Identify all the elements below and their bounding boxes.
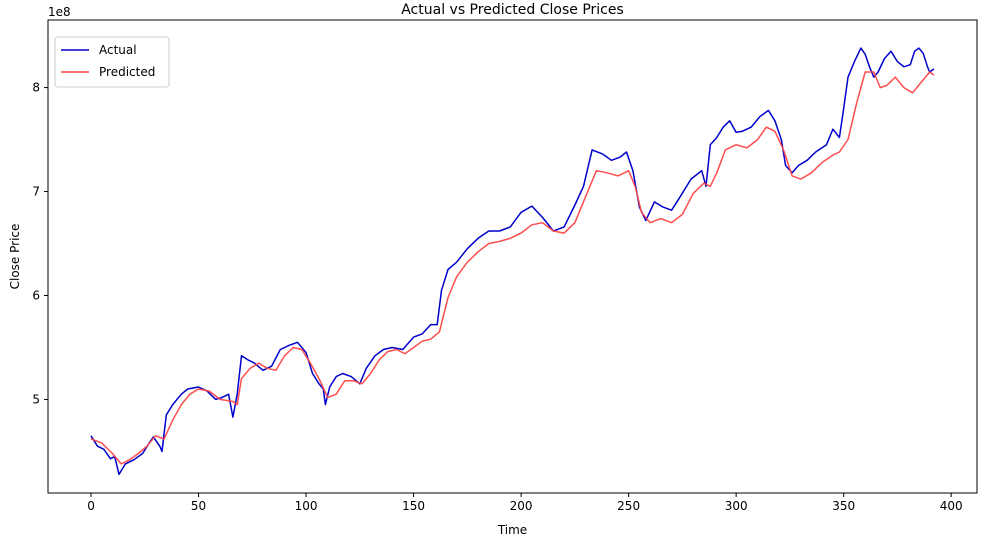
y-axis-offset-label: 1e8 — [48, 5, 71, 19]
series-line-predicted — [90, 71, 935, 465]
chart-title: Actual vs Predicted Close Prices — [401, 2, 624, 18]
y-tick-label: 5 — [32, 392, 40, 406]
y-tick-label: 6 — [32, 288, 40, 302]
x-tick-label: 100 — [295, 499, 318, 513]
x-tick-label: 400 — [940, 499, 963, 513]
series-line-actual — [90, 47, 935, 476]
y-tick-label: 8 — [32, 81, 40, 95]
x-tick-label: 300 — [725, 499, 748, 513]
plot-area — [47, 19, 978, 494]
x-tick-label: 150 — [402, 499, 425, 513]
x-tick-label: 350 — [832, 499, 855, 513]
x-tick-label: 250 — [617, 499, 640, 513]
y-axis-label: Close Price — [8, 224, 22, 290]
x-tick-label: 50 — [191, 499, 206, 513]
x-tick-label: 0 — [87, 499, 95, 513]
legend-label-actual: Actual — [99, 43, 137, 57]
plot-frame — [47, 19, 978, 494]
y-tick-label: 7 — [32, 185, 40, 199]
x-tick-label: 200 — [510, 499, 533, 513]
series-lines — [90, 47, 935, 476]
legend: Actual Predicted — [54, 36, 170, 88]
x-axis-label: Time — [497, 523, 527, 537]
y-axis-ticks: 5 6 7 8 — [32, 81, 48, 406]
x-axis-ticks: 0 50 100 150 200 250 300 350 400 — [87, 493, 963, 513]
legend-label-predicted: Predicted — [99, 65, 155, 79]
